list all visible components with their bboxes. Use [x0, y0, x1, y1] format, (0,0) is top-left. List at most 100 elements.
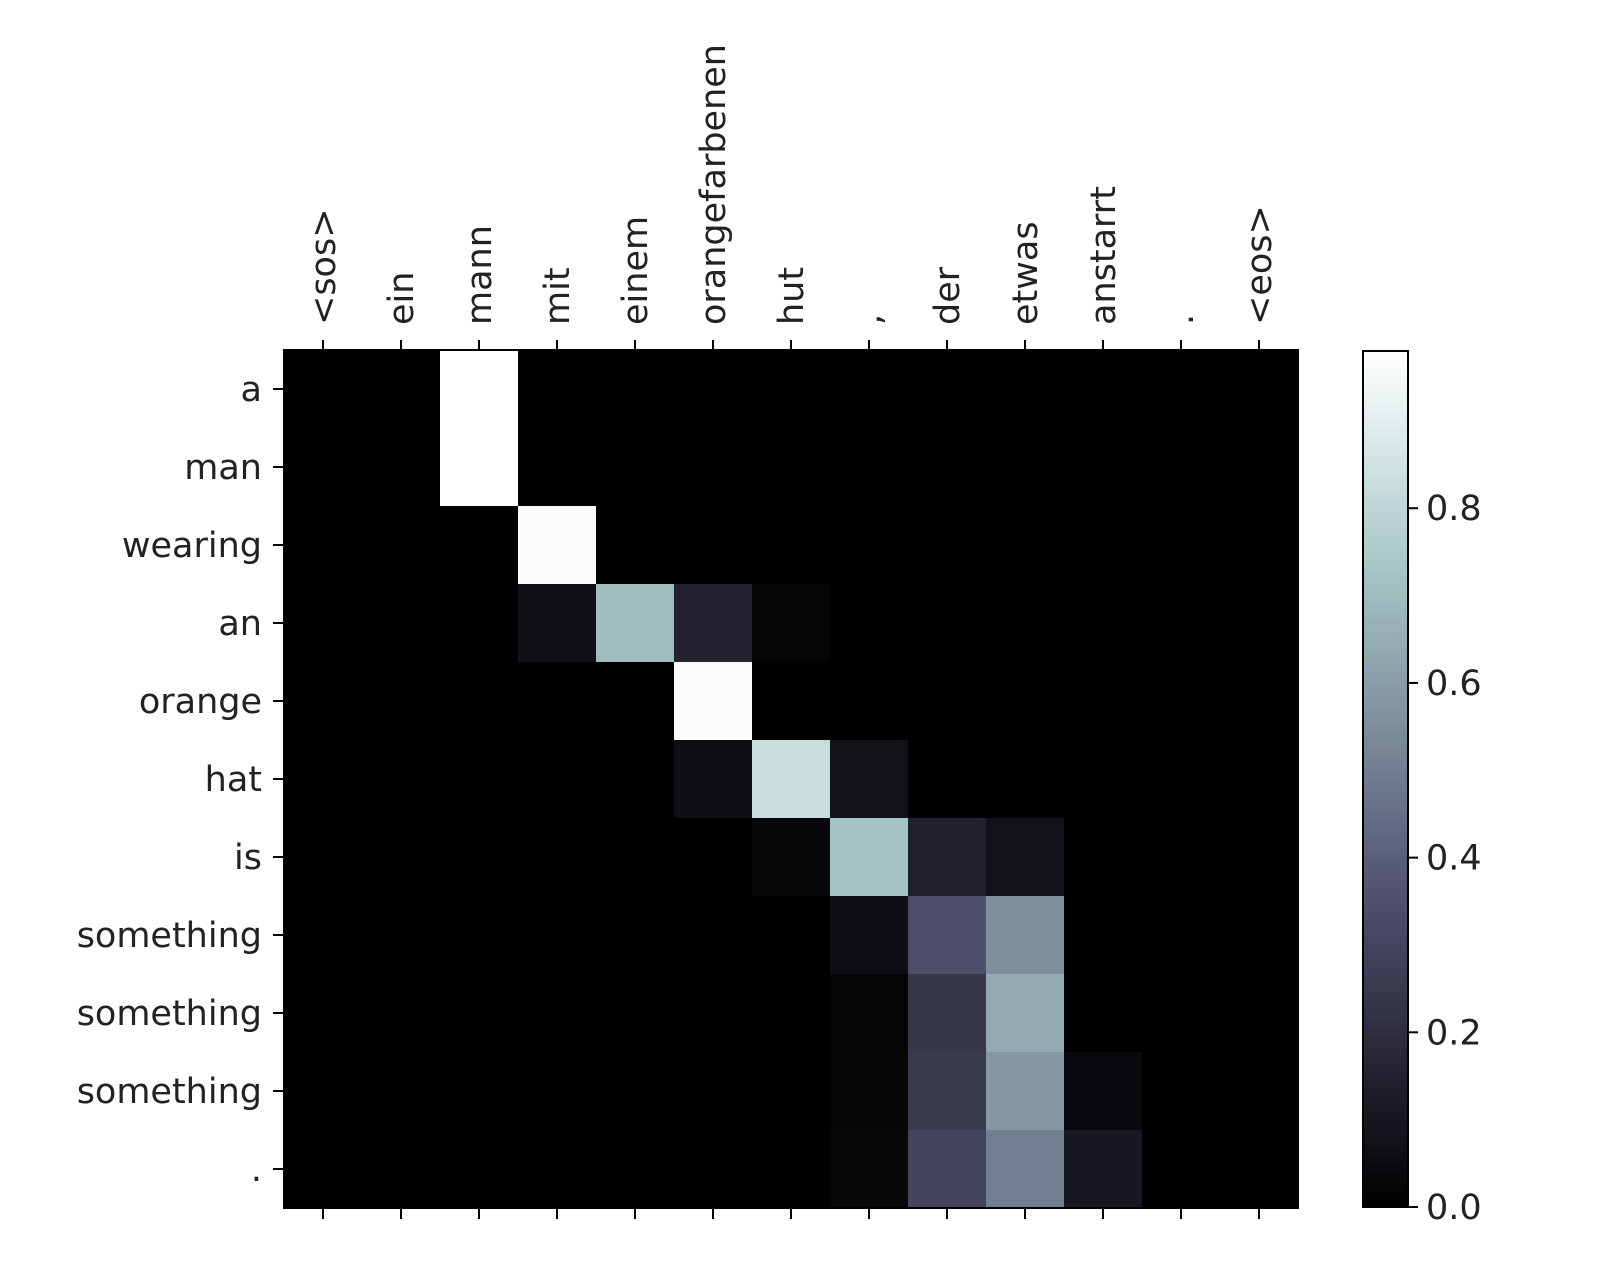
heatmap-cell: [674, 1130, 753, 1209]
heatmap-cell: [674, 350, 753, 429]
heatmap-cell: [362, 1052, 441, 1131]
heatmap-cell: [1220, 506, 1299, 585]
heatmap-cell: [908, 1130, 987, 1209]
heatmap-cell: [986, 350, 1065, 429]
y-tick-label: .: [251, 1150, 262, 1190]
y-tick-label: wearing: [122, 526, 262, 566]
heatmap-cell: [440, 740, 519, 819]
heatmap-cell: [518, 1130, 597, 1209]
heatmap-cell: [986, 1052, 1065, 1131]
y-tick-label: orange: [139, 682, 262, 722]
heatmap-cell: [908, 974, 987, 1053]
x-axis-top: <sos> ein mann mit einem orangefarbenen hut, de…: [304, 44, 1280, 350]
y-tick-label: something: [77, 1072, 262, 1112]
heatmap-cell: [1064, 506, 1143, 585]
heatmap-cell: [1142, 1130, 1221, 1209]
heatmap-cell: [362, 428, 441, 507]
heatmap-cell: [362, 1130, 441, 1209]
heatmap-cell: [362, 818, 441, 897]
heatmap-cell: [596, 1052, 675, 1131]
heatmap-cell: [1142, 896, 1221, 975]
heatmap-cell: [1220, 896, 1299, 975]
heatmap-cell: [1220, 1130, 1299, 1209]
heatmap-cell: [596, 506, 675, 585]
heatmap-cell: [986, 974, 1065, 1053]
heatmap-cell: [518, 662, 597, 741]
heatmap-cell: [362, 584, 441, 663]
y-tick-label: man: [184, 448, 262, 488]
heatmap-cell: [908, 740, 987, 819]
heatmap-cell: [1142, 428, 1221, 507]
heatmap-cell: [362, 974, 441, 1053]
heatmap-cell: [908, 506, 987, 585]
heatmap-cell: [908, 662, 987, 741]
x-tick-label: <sos>: [304, 208, 344, 325]
heatmap-cell: [674, 1052, 753, 1131]
heatmap-cell: [986, 896, 1065, 975]
heatmap-cell: [596, 1130, 675, 1209]
y-tick-label: hat: [205, 760, 262, 800]
heatmap-cell: [830, 506, 909, 585]
heatmap-cell: [440, 662, 519, 741]
heatmap-cells: [284, 350, 1299, 1209]
heatmap-cell: [1064, 1130, 1143, 1209]
heatmap-cell: [362, 740, 441, 819]
heatmap-cell: [986, 584, 1065, 663]
heatmap-cell: [284, 1130, 363, 1209]
heatmap-cell: [830, 350, 909, 429]
heatmap-cell: [362, 662, 441, 741]
heatmap-cell: [830, 428, 909, 507]
heatmap-cell: [752, 974, 831, 1053]
y-tick-label: is: [234, 838, 262, 878]
heatmap-cell: [752, 1130, 831, 1209]
heatmap-cell: [986, 428, 1065, 507]
heatmap-cell: [1220, 818, 1299, 897]
x-tick-label: einem: [616, 216, 656, 325]
heatmap-cell: [752, 1052, 831, 1131]
heatmap-cell: [518, 740, 597, 819]
heatmap-cell: [596, 584, 675, 663]
heatmap-cell: [752, 896, 831, 975]
y-tick-label: an: [218, 604, 262, 644]
x-tick-label: <eos>: [1240, 205, 1280, 325]
heatmap-cell: [674, 662, 753, 741]
heatmap-cell: [908, 1052, 987, 1131]
heatmap-cell: [908, 428, 987, 507]
heatmap-cell: [362, 350, 441, 429]
heatmap-cell: [674, 896, 753, 975]
heatmap-cell: [1142, 506, 1221, 585]
y-tick-label: a: [241, 370, 262, 410]
heatmap-cell: [986, 1130, 1065, 1209]
x-tick-label: mann: [460, 225, 500, 325]
heatmap-cell: [1064, 584, 1143, 663]
heatmap-cell: [596, 896, 675, 975]
heatmap-cell: [1142, 350, 1221, 429]
heatmap-cell: [1064, 350, 1143, 429]
heatmap-cell: [986, 662, 1065, 741]
heatmap-cell: [908, 350, 987, 429]
heatmap-cell: [752, 350, 831, 429]
heatmap-cell: [440, 818, 519, 897]
heatmap-cell: [908, 818, 987, 897]
heatmap-cell: [1220, 350, 1299, 429]
x-tick-label: hut: [772, 267, 812, 325]
y-axis: a man wearing an orange hat is something somethi…: [77, 370, 284, 1190]
heatmap-cell: [440, 896, 519, 975]
heatmap-cell: [596, 350, 675, 429]
y-tick-label: something: [77, 916, 262, 956]
colorbar-tick-label: 0.8: [1426, 489, 1482, 529]
heatmap-cell: [674, 506, 753, 585]
colorbar-tick-label: 0.0: [1426, 1188, 1482, 1228]
heatmap-cell: [830, 818, 909, 897]
heatmap-cell: [1220, 1052, 1299, 1131]
colorbar-tick-label: 0.2: [1426, 1013, 1482, 1053]
heatmap-cell: [1142, 818, 1221, 897]
x-tick-label: anstarrt: [1084, 186, 1124, 325]
heatmap-cell: [674, 740, 753, 819]
heatmap-cell: [518, 818, 597, 897]
heatmap-cell: [596, 818, 675, 897]
x-tick-label: ,: [850, 314, 890, 325]
heatmap-cell: [284, 1052, 363, 1131]
heatmap-cell: [440, 974, 519, 1053]
heatmap-cell: [986, 818, 1065, 897]
